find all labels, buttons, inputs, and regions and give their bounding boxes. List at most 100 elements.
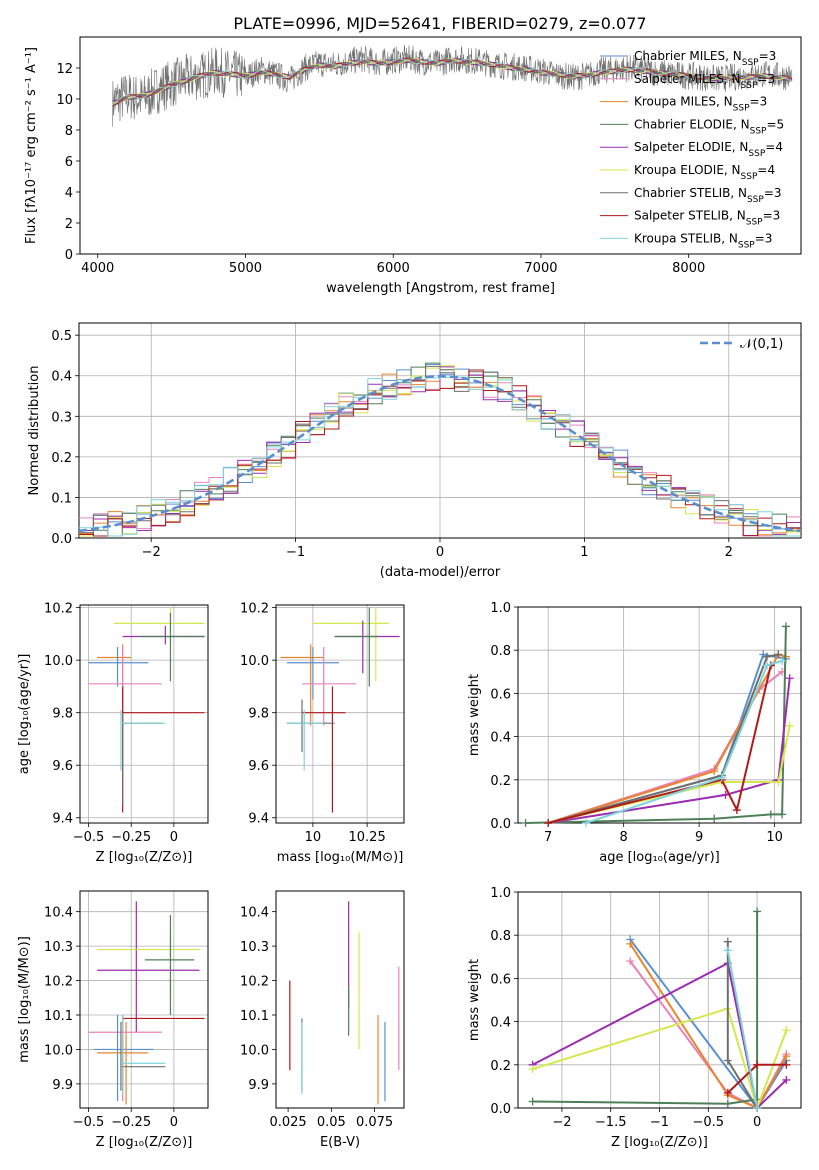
y-tick-label: 0.0 (490, 1102, 511, 1117)
x-tick-label: 0.075 (356, 1115, 393, 1130)
y-tick-label: 1.0 (490, 601, 511, 616)
weight-line (547, 653, 787, 824)
x-tick-label: −0.5 (73, 830, 105, 845)
axes-age-vs-mass: 10 10.25 9.4 9.6 9.8 10.0 10.2 mass [log₁₀(M/M⊙… (240, 602, 405, 865)
y-tick-label: 0.4 (51, 370, 72, 385)
y-tick-label: 0.4 (490, 1016, 511, 1031)
y-tick-label: 9.8 (248, 707, 269, 722)
y-tick-label: 0.8 (490, 929, 511, 944)
y-tick-label: 10.1 (44, 1009, 73, 1024)
axes-massweight-vs-age: 7 8 9 10 0.0 0.2 0.4 0.6 0.8 1.0 age [log₁₀(age/yr… (467, 601, 802, 865)
axes-spectrum: 4000 5000 6000 7000 8000 0 2 4 6 8 10 12 wavelength … (24, 36, 802, 296)
weight-marker (721, 790, 730, 799)
x-tick-label: 9 (695, 830, 703, 845)
x-tick-label: 10 (305, 830, 322, 845)
y-axis-label: mass weight (467, 674, 482, 756)
axes-residuals: −2 −1 0 1 2 0.0 0.1 0.2 0.3 0.4 0.5 (data-model)/er… (27, 322, 802, 580)
x-axis-label: Z [log₁₀(Z/Z⊙)] (96, 1135, 193, 1150)
weight-marker (778, 657, 787, 665)
residual-histogram (79, 366, 801, 536)
legend-entry: Chabrier MILES, NSSP=3 (634, 49, 776, 68)
y-axis-label: Flux [fλ10⁻¹⁷ erg cm⁻² s⁻¹ A⁻¹] (24, 47, 39, 244)
weight-marker (763, 661, 772, 670)
y-tick-label: 0.6 (490, 972, 511, 987)
y-tick-label: 10.2 (240, 602, 269, 617)
weight-marker (766, 810, 775, 819)
weight-line (585, 660, 783, 824)
y-tick-label: 10.1 (240, 1009, 269, 1024)
plot-frame (275, 890, 405, 1109)
weight-marker (732, 806, 741, 815)
y-tick-label: 10 (56, 93, 73, 108)
model-spectrum-line (112, 58, 793, 106)
axes-mass-vs-EBV: 0.025 0.05 0.075 9.9 10.0 10.1 10.2 10.3 10.4 E(B… (240, 890, 405, 1150)
x-tick-label: 4000 (81, 261, 114, 276)
weight-line (532, 911, 759, 1105)
weight-marker (774, 650, 783, 659)
legend: Chabrier MILES, NSSP=3 Salpeter MILES, NS… (600, 49, 784, 250)
y-tick-label: 10.0 (44, 654, 73, 669)
y-tick-label: 0 (65, 248, 73, 263)
y-tick-label: 0.4 (490, 731, 511, 746)
residual-histogram (79, 369, 801, 537)
legend-entry: Chabrier STELIB, NSSP=3 (634, 186, 782, 205)
weight-marker (782, 1075, 791, 1084)
weight-marker (723, 1099, 732, 1108)
x-axis-label: wavelength [Angstrom, rest frame] (326, 281, 555, 296)
y-tick-label: 9.6 (248, 759, 269, 774)
weight-line (547, 653, 779, 824)
plot-frame (79, 604, 209, 824)
plot-frame (517, 606, 802, 824)
y-tick-label: 10.0 (240, 1043, 269, 1058)
weight-marker (710, 814, 719, 823)
x-tick-label: −0.5 (73, 1115, 105, 1130)
weight-marker (626, 957, 635, 966)
x-axis-label: Z [log₁₀(Z/Z⊙)] (96, 850, 193, 865)
x-axis-label: mass [log₁₀(M/M⊙)] (277, 850, 404, 865)
y-tick-label: 12 (56, 62, 73, 77)
x-tick-label: −2 (142, 545, 161, 560)
weight-line (547, 725, 791, 824)
legend-entry: Kroupa STELIB, NSSP=3 (634, 231, 772, 250)
weight-marker (521, 819, 530, 827)
weight-line (547, 665, 772, 824)
y-tick-label: 2 (65, 217, 73, 232)
x-tick-label: 10 (766, 830, 783, 845)
y-tick-label: 10.0 (240, 654, 269, 669)
weight-marker (528, 1097, 537, 1106)
x-tick-label: 8 (620, 830, 628, 845)
x-tick-label: 8000 (672, 261, 705, 276)
x-tick-label: 10.25 (349, 830, 386, 845)
x-tick-label: −1 (286, 545, 305, 560)
plot-frame (78, 322, 802, 539)
x-tick-label: 0.025 (269, 1115, 306, 1130)
weight-marker (723, 946, 732, 955)
weight-marker (581, 819, 590, 827)
legend-entry: Salpeter ELODIE, NSSP=4 (634, 140, 783, 159)
y-axis-label: mass weight (467, 959, 482, 1041)
weight-marker (782, 1026, 791, 1035)
y-tick-label: 10.4 (240, 906, 269, 921)
y-tick-label: 0.2 (490, 774, 511, 789)
x-tick-label: −1.5 (595, 1115, 627, 1130)
weight-line (547, 653, 787, 824)
weight-marker (785, 674, 794, 683)
axes-massweight-vs-Z: −2 −1.5 −1 −0.5 0 0.0 0.2 0.4 0.6 0.8 1.0 Z [log₁₀(… (467, 886, 802, 1150)
weight-marker (753, 1104, 762, 1112)
x-tick-label: −0.25 (111, 830, 151, 845)
x-axis-label: age [log₁₀(age/yr)] (599, 850, 720, 865)
y-tick-label: 10.0 (44, 1043, 73, 1058)
y-tick-label: 9.4 (52, 812, 73, 827)
x-tick-label: 0.05 (317, 1115, 346, 1130)
y-tick-label: 0.1 (51, 491, 72, 506)
legend-entry: Salpeter MILES, NSSP=3 (634, 72, 775, 91)
y-axis-label: mass [log₁₀(M/M⊙)] (17, 936, 32, 1063)
model-spectrum-line (112, 57, 793, 104)
y-axis-label: Normed distribution (27, 366, 42, 496)
legend-entry: Chabrier ELODIE, NSSP=5 (634, 117, 784, 136)
y-tick-label: 0.5 (51, 329, 72, 344)
y-tick-label: 9.9 (52, 1078, 73, 1093)
x-tick-label: −0.25 (111, 1115, 151, 1130)
y-tick-label: 0.2 (51, 451, 72, 466)
x-tick-label: 7 (544, 830, 552, 845)
